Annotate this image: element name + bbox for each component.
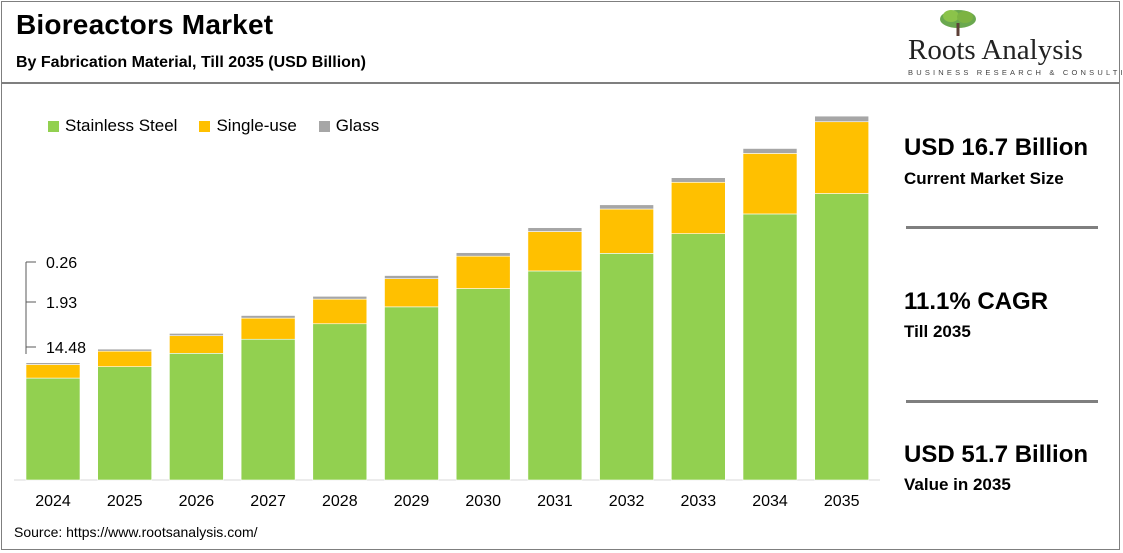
- x-tick-label: 2027: [250, 493, 286, 510]
- bar-glass: [455, 252, 511, 257]
- legend-swatch-glass: [318, 120, 330, 132]
- legend-label: Glass: [335, 116, 380, 135]
- x-tick-label: 2031: [537, 493, 573, 510]
- chart-area: 2024 2025 2026 2027 2028 2029 2030 2031 2032 2033…: [0, 84, 890, 524]
- source-note: Source: https://www.rootsanalysis.com/: [14, 524, 258, 540]
- kpi-cagr-value: 11.1% CAGR: [904, 288, 1049, 315]
- kpi-panel: USD 16.7 Billion Current Market Size 11.…: [890, 84, 1120, 524]
- logo-name: Roots Analysis: [908, 34, 1083, 66]
- bar-glass: [670, 177, 726, 183]
- roots-analysis-logo: Roots Analysis BUSINESS RESEARCH & CONSU…: [902, 8, 1123, 78]
- bar-single-use: [814, 121, 870, 194]
- bar-stainless-steel: [455, 288, 511, 481]
- data-label: 14.48: [46, 340, 86, 357]
- bar-single-use: [599, 208, 654, 254]
- legend-item-glass: Glass: [318, 116, 380, 136]
- x-tick-label: 2030: [465, 493, 501, 510]
- header-divider: [2, 82, 1119, 84]
- header: Bioreactors Market By Fabrication Materi…: [2, 2, 1123, 82]
- bar-stainless-steel: [25, 377, 81, 481]
- bar-single-use: [742, 153, 798, 215]
- x-tick-label: 2026: [179, 493, 215, 510]
- x-tick-label: 2034: [752, 493, 788, 510]
- bar-single-use: [97, 350, 152, 367]
- kpi-cagr-label: Till 2035: [904, 322, 971, 341]
- bar-stainless-steel: [240, 338, 296, 481]
- bar-single-use: [240, 317, 296, 340]
- bar-chart: 2024 2025 2026 2027 2028 2029 2030 2031 2032 2033…: [14, 115, 880, 510]
- legend-swatch-single-use: [199, 120, 211, 132]
- chart-subtitle: By Fabrication Material, Till 2035 (USD …: [16, 54, 367, 71]
- bar-glass: [814, 115, 870, 123]
- bar-stainless-steel: [384, 306, 439, 481]
- bar-stainless-steel: [742, 213, 798, 481]
- bar-stainless-steel: [527, 270, 583, 481]
- x-tick-label: 2028: [322, 493, 358, 510]
- bar-stainless-steel: [169, 353, 224, 481]
- bar-glass: [742, 148, 798, 154]
- bar-single-use: [527, 231, 583, 272]
- bar-single-use: [169, 335, 224, 354]
- x-tick-label: 2024: [35, 493, 71, 510]
- kpi-divider: [906, 400, 1098, 403]
- legend-item-stainless-steel: Stainless Steel: [48, 116, 177, 136]
- bar-single-use: [455, 255, 511, 289]
- bar-single-use: [670, 181, 726, 234]
- kpi-divider: [906, 226, 1098, 229]
- data-label: 1.93: [46, 295, 77, 312]
- kpi-current-label: Current Market Size: [904, 169, 1064, 188]
- bar-glass: [384, 275, 439, 280]
- tree-icon: [940, 10, 976, 36]
- x-tick-label: 2025: [107, 493, 143, 510]
- legend-swatch-stainless-steel: [48, 120, 59, 132]
- bar-glass: [240, 315, 296, 319]
- x-tick-label: 2032: [609, 493, 645, 510]
- bar-stainless-steel: [312, 323, 368, 481]
- data-label: 0.26: [46, 255, 77, 272]
- legend-label: Single-use: [216, 116, 297, 135]
- bar-glass: [97, 348, 152, 352]
- x-tick-label: 2029: [394, 493, 430, 510]
- bar-stainless-steel: [670, 233, 726, 481]
- x-tick-label: 2033: [681, 493, 717, 510]
- bar-stainless-steel: [814, 193, 870, 481]
- bar-single-use: [384, 278, 439, 308]
- bar-single-use: [312, 298, 368, 325]
- bar-stainless-steel: [599, 253, 654, 481]
- x-tick-label: 2035: [824, 493, 860, 510]
- kpi-2035-value: USD 51.7 Billion: [904, 441, 1089, 468]
- kpi-2035-label: Value in 2035: [904, 475, 1011, 494]
- kpi-current-value: USD 16.7 Billion: [904, 134, 1089, 161]
- bar-glass: [312, 295, 368, 300]
- bar-glass: [25, 362, 81, 365]
- bar-glass: [169, 333, 224, 337]
- legend-label: Stainless Steel: [65, 116, 178, 135]
- chart-title: Bioreactors Market: [16, 9, 274, 40]
- legend: Stainless Steel Single-use Glass: [48, 116, 379, 136]
- bar-single-use: [25, 364, 81, 379]
- logo-tagline: BUSINESS RESEARCH & CONSULTING: [908, 68, 1123, 77]
- legend-item-single-use: Single-use: [199, 116, 297, 136]
- bar-stainless-steel: [97, 366, 152, 481]
- bar-glass: [527, 227, 583, 232]
- bar-glass: [599, 204, 654, 210]
